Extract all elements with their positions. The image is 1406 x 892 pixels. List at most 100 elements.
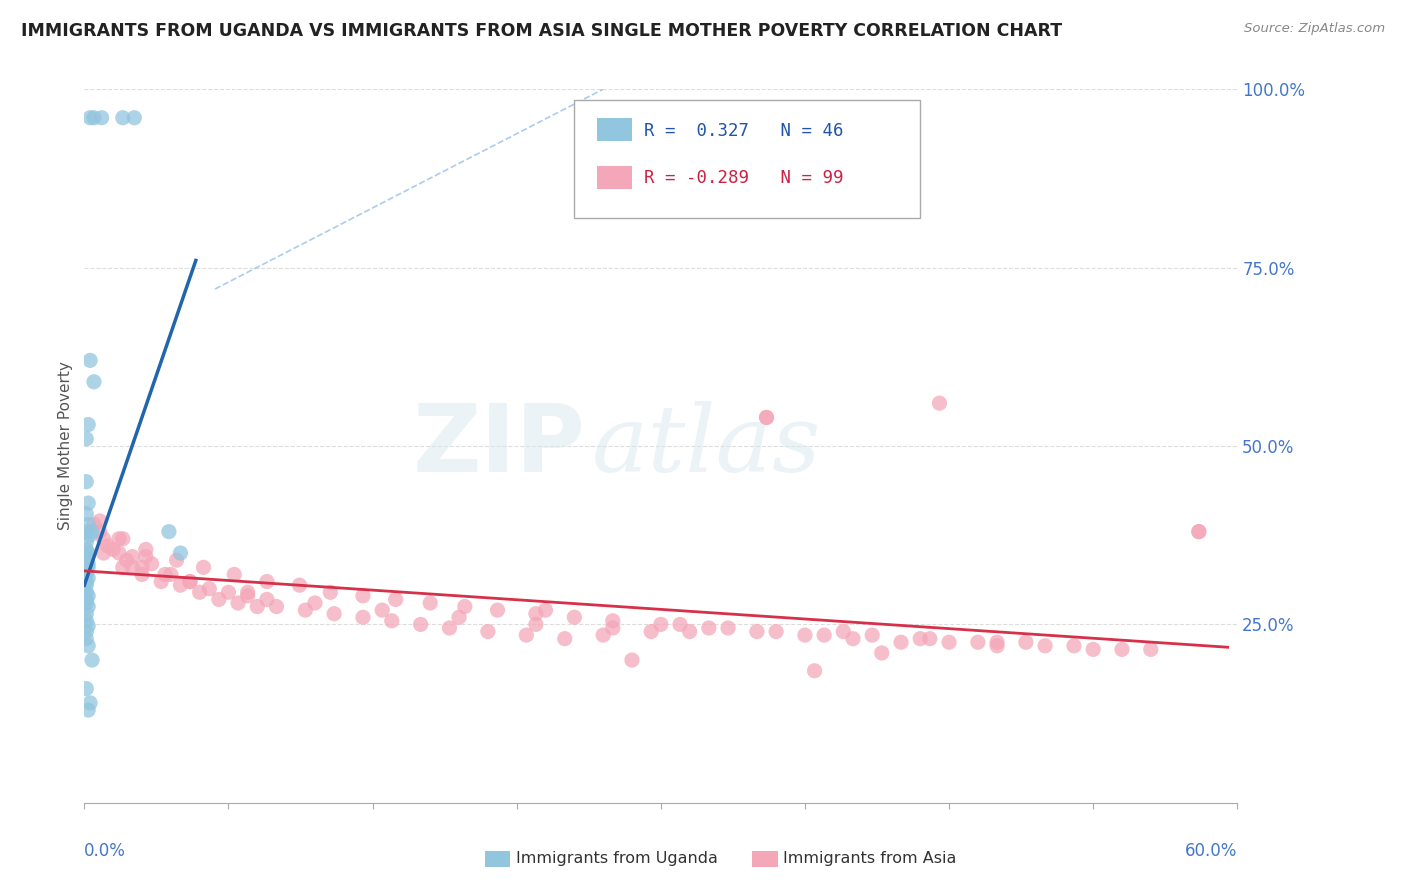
Point [294,603,316,617]
Text: R =  0.327   N = 46: R = 0.327 N = 46 [644,121,844,139]
Point [697,621,720,635]
Point [135,542,157,557]
Point [75,592,97,607]
Point [381,614,404,628]
Point [266,599,288,614]
Point [193,560,215,574]
Bar [598,166,633,189]
Point [890,635,912,649]
Point [1083,642,1105,657]
Point [224,567,246,582]
Point [449,610,471,624]
Point [650,617,672,632]
Point [226,596,249,610]
Point [256,592,278,607]
Point [75,564,97,578]
Point [179,574,201,589]
Bar [598,119,633,141]
Point [83,375,105,389]
Point [75,574,97,589]
Point [75,681,97,696]
Point [93,532,115,546]
Point [75,614,97,628]
Point [75,432,97,446]
Point [79,696,101,710]
Point [75,542,97,557]
Point [564,610,586,624]
Point [77,589,100,603]
Point [169,578,191,592]
Point [179,574,201,589]
Point [1015,635,1038,649]
Point [77,639,100,653]
Point [80,653,103,667]
Point [486,603,509,617]
Point [1033,639,1056,653]
Point [384,592,406,607]
Point [77,517,100,532]
Point [150,574,173,589]
Point [79,353,101,368]
Point [439,621,461,635]
Point [352,610,374,624]
Point [83,111,105,125]
Point [928,396,950,410]
Point [89,514,111,528]
Point [75,567,97,582]
Point [515,628,537,642]
Point [77,557,100,571]
Point [111,532,134,546]
Point [236,585,259,599]
Point [910,632,932,646]
Point [621,653,644,667]
Point [75,475,97,489]
Point [83,517,105,532]
Point [554,632,576,646]
Point [75,578,97,592]
Point [246,599,269,614]
Text: Immigrants from Uganda: Immigrants from Uganda [516,852,718,866]
Point [592,628,614,642]
Point [75,585,97,599]
Point [323,607,346,621]
Point [765,624,787,639]
Point [75,553,97,567]
Point [288,578,311,592]
Point [986,639,1008,653]
Point [870,646,893,660]
Point [534,603,557,617]
Point [208,592,231,607]
Point [454,599,477,614]
Point [77,619,100,633]
Point [160,567,183,582]
Point [121,560,143,574]
Text: Source: ZipAtlas.com: Source: ZipAtlas.com [1244,22,1385,36]
Text: 0.0%: 0.0% [84,842,127,860]
Point [832,624,855,639]
Point [524,617,547,632]
Point [813,628,835,642]
Point [679,624,702,639]
Point [1188,524,1211,539]
Point [90,111,112,125]
Point [986,635,1008,649]
Point [141,557,163,571]
Text: 60.0%: 60.0% [1185,842,1237,860]
Point [75,524,97,539]
Point [89,524,111,539]
Point [717,621,740,635]
Point [75,560,97,574]
Point [77,599,100,614]
Point [967,635,990,649]
Point [93,546,115,560]
Point [131,560,153,574]
Point [794,628,817,642]
Point [75,624,97,639]
Point [803,664,825,678]
Point [602,621,624,635]
Point [115,553,138,567]
Text: atlas: atlas [592,401,821,491]
Point [121,549,143,564]
Point [319,585,342,599]
Point [96,539,118,553]
